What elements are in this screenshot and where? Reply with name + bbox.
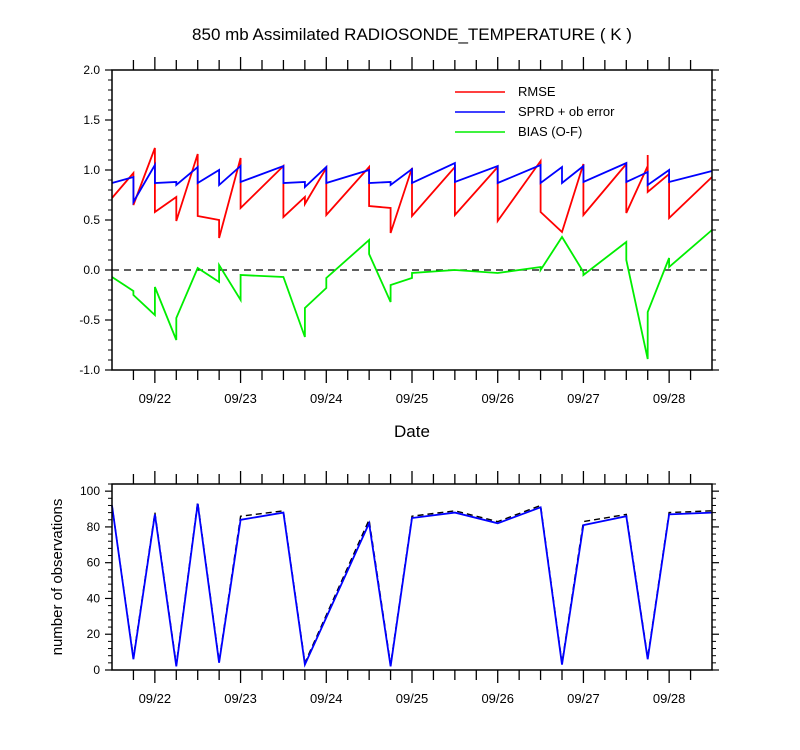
top-chart-frame [111, 69, 713, 371]
bottom-ytick-label: 80 [87, 520, 101, 534]
bottom-xtick-label: 09/26 [481, 691, 514, 706]
top-ytick-label: 1.0 [83, 163, 100, 177]
top-xtick-label: 09/22 [139, 391, 172, 406]
top-chart-y-tick-labels: -1.0 -0.5 0.0 0.5 1.0 1.5 2.0 [79, 63, 100, 377]
top-ytick-label: 0.0 [83, 263, 100, 277]
bottom-ytick-label: 40 [87, 591, 101, 605]
top-series-sprd-ob-error [111, 161, 713, 206]
legend-label-bias: BIAS (O-F) [518, 124, 582, 139]
top-chart-x-axis-title: Date [394, 422, 430, 441]
top-ytick-label: -0.5 [79, 313, 100, 327]
bottom-xtick-label: 09/22 [139, 691, 172, 706]
legend-entry-sprd: SPRD + ob error [455, 104, 615, 119]
bottom-chart-y-axis-title: number of observations [49, 499, 66, 656]
bottom-xtick-label: 09/27 [567, 691, 600, 706]
bottom-ytick-label: 60 [87, 556, 101, 570]
bottom-xtick-label: 09/25 [396, 691, 429, 706]
chart-title: 850 mb Assimilated RADIOSONDE_TEMPERATUR… [192, 25, 632, 44]
bottom-ytick-label: 0 [93, 663, 100, 677]
top-ytick-label: -1.0 [79, 363, 100, 377]
bottom-xtick-label: 09/23 [224, 691, 257, 706]
top-xtick-label: 09/27 [567, 391, 600, 406]
top-xtick-label: 09/26 [481, 391, 514, 406]
top-chart-panel: -1.0-0.50.00.51.01.52.0 09/22 09/23 09/24 0… [79, 57, 719, 441]
bottom-ytick-label: 20 [87, 627, 101, 641]
legend-label-rmse: RMSE [518, 84, 556, 99]
top-xtick-label: 09/25 [396, 391, 429, 406]
legend-entry-bias: BIAS (O-F) [455, 124, 582, 139]
bottom-chart-series [111, 501, 713, 668]
top-series-rmse [111, 147, 713, 239]
top-chart-x-tick-labels: 09/22 09/23 09/24 09/25 09/26 09/27 09/28 [139, 391, 686, 406]
top-xtick-label: 09/23 [224, 391, 257, 406]
bottom-chart-x-tick-labels: 09/22 09/23 09/24 09/25 09/26 09/27 09/28 [139, 691, 686, 706]
top-xtick-label: 09/28 [653, 391, 686, 406]
top-ytick-label: 2.0 [83, 63, 100, 77]
bottom-chart-ticks [105, 471, 719, 683]
top-chart-ticks [105, 57, 719, 383]
top-xtick-label: 09/24 [310, 391, 343, 406]
top-ytick-label: 1.5 [83, 113, 100, 127]
bottom-chart-y-tick-labels: 0 20 40 60 80 100 [80, 484, 100, 677]
bottom-series-possible-observations [111, 501, 713, 666]
legend-entry-rmse: RMSE [455, 84, 556, 99]
top-series-bias-o-f [111, 229, 713, 360]
top-ytick-label: 0.5 [83, 213, 100, 227]
bottom-series-observations-used [111, 503, 713, 668]
top-chart-series [111, 147, 713, 360]
bottom-chart-frame [111, 483, 713, 671]
legend-label-sprd: SPRD + ob error [518, 104, 615, 119]
bottom-xtick-label: 09/28 [653, 691, 686, 706]
bottom-ytick-label: 100 [80, 484, 100, 498]
legend: RMSE SPRD + ob error BIAS (O-F) [455, 84, 615, 139]
bottom-xtick-label: 09/24 [310, 691, 343, 706]
